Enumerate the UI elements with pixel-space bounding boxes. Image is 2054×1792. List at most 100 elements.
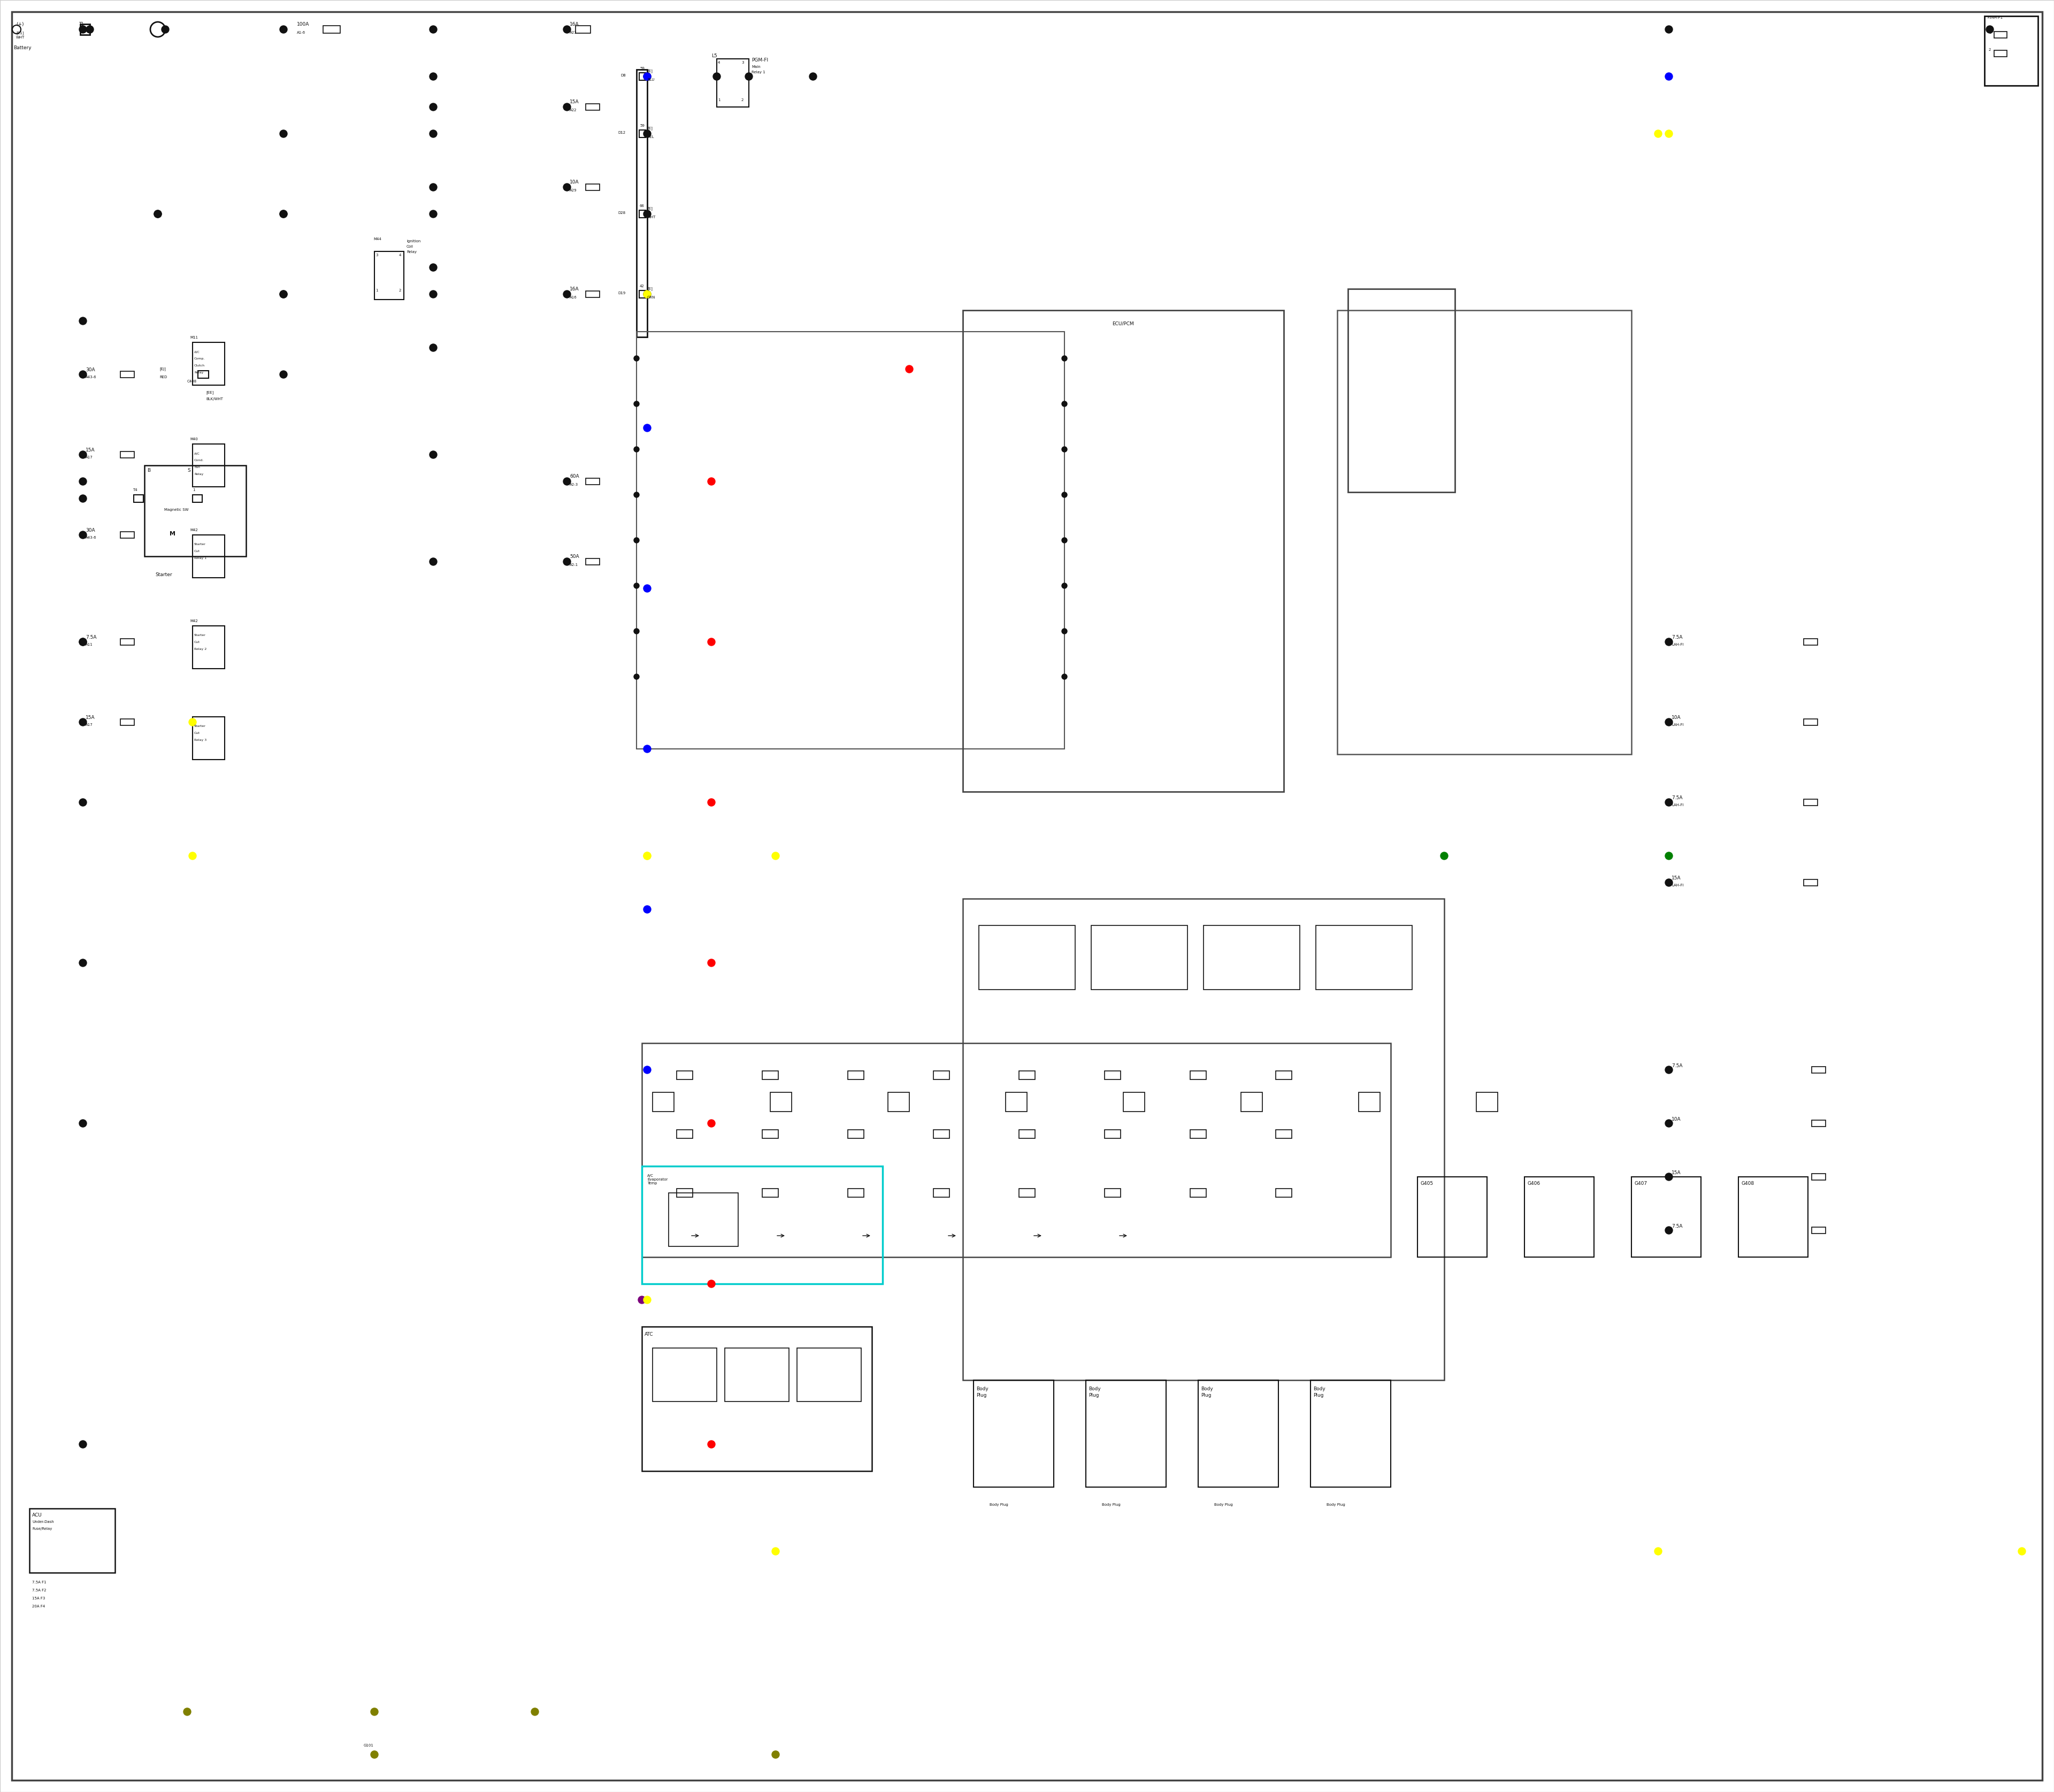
Circle shape: [429, 104, 438, 111]
Circle shape: [12, 25, 21, 34]
Text: BLK/WHT: BLK/WHT: [205, 398, 224, 401]
Circle shape: [154, 210, 162, 217]
Bar: [1347, 289, 1454, 493]
Text: Body Plug: Body Plug: [990, 1503, 1009, 1507]
Text: 10A: 10A: [569, 179, 579, 185]
Bar: [29, 1509, 115, 1573]
Text: A16: A16: [569, 296, 577, 299]
Bar: [762, 1188, 778, 1197]
Bar: [1087, 1380, 1167, 1487]
Circle shape: [906, 366, 914, 373]
Text: A2-3: A2-3: [569, 484, 579, 486]
Circle shape: [563, 478, 571, 486]
Bar: [933, 1129, 949, 1138]
Circle shape: [429, 210, 438, 217]
Text: F34H-F1: F34H-F1: [1986, 16, 2003, 20]
Circle shape: [635, 582, 639, 588]
Text: LAH-FI: LAH-FI: [1672, 643, 1684, 647]
Circle shape: [1440, 853, 1448, 860]
Text: B: B: [148, 468, 150, 473]
Text: T4: T4: [134, 489, 138, 491]
Text: [E]: [E]: [647, 287, 653, 290]
Circle shape: [80, 1441, 86, 1448]
Text: (+): (+): [16, 22, 25, 27]
Bar: [121, 452, 134, 459]
Bar: [80, 23, 90, 34]
Bar: [1803, 880, 1818, 885]
Bar: [193, 536, 224, 577]
Circle shape: [154, 210, 162, 217]
Text: Cut: Cut: [195, 731, 199, 735]
Circle shape: [809, 73, 817, 81]
Circle shape: [80, 452, 86, 459]
Circle shape: [279, 290, 288, 297]
Bar: [1276, 1188, 1292, 1197]
Circle shape: [709, 1279, 715, 1288]
Circle shape: [563, 104, 571, 111]
Circle shape: [429, 290, 438, 297]
Bar: [193, 342, 224, 385]
Bar: [637, 332, 1064, 749]
Text: 20A F4: 20A F4: [33, 1606, 45, 1607]
Circle shape: [1653, 1548, 1662, 1555]
Text: D12: D12: [618, 131, 626, 134]
Text: [E]: [E]: [647, 125, 653, 129]
Bar: [1738, 1177, 1808, 1256]
Text: 2: 2: [398, 289, 401, 292]
Circle shape: [1986, 25, 1994, 34]
Circle shape: [80, 530, 86, 539]
Bar: [585, 104, 600, 109]
Circle shape: [635, 493, 639, 498]
Bar: [134, 495, 144, 502]
Text: 7.5A: 7.5A: [86, 634, 97, 640]
Text: A29: A29: [569, 188, 577, 192]
Circle shape: [532, 1708, 538, 1715]
Bar: [1994, 32, 2007, 38]
Text: G406: G406: [1526, 1181, 1540, 1186]
Bar: [1337, 310, 1631, 754]
Bar: [193, 495, 201, 502]
Circle shape: [713, 73, 721, 81]
Text: Relay: Relay: [407, 251, 417, 253]
Text: M44: M44: [374, 238, 382, 240]
Bar: [585, 478, 600, 484]
Text: 100A: 100A: [298, 22, 310, 27]
Bar: [1812, 1120, 1826, 1127]
Text: A17: A17: [86, 455, 92, 459]
Text: A11: A11: [86, 643, 92, 647]
Bar: [1984, 16, 2038, 86]
Bar: [193, 625, 224, 668]
Circle shape: [1653, 131, 1662, 138]
Bar: [1105, 1072, 1121, 1079]
Bar: [144, 466, 246, 556]
Text: C408: C408: [187, 380, 197, 383]
Text: 4: 4: [398, 253, 401, 256]
Circle shape: [150, 22, 164, 38]
Circle shape: [709, 959, 715, 966]
Text: 10A: 10A: [1672, 1116, 1680, 1122]
Text: [EJ]: [EJ]: [160, 367, 166, 371]
Text: 1: 1: [1988, 30, 1990, 34]
Text: Starter: Starter: [195, 543, 205, 545]
Bar: [1105, 1188, 1121, 1197]
Circle shape: [1062, 538, 1068, 543]
Circle shape: [80, 25, 86, 34]
Circle shape: [158, 520, 189, 550]
Text: Main: Main: [752, 65, 760, 68]
Circle shape: [643, 853, 651, 860]
Text: Body: Body: [976, 1387, 988, 1391]
Bar: [641, 1043, 1391, 1256]
Text: [E1]: [E1]: [16, 30, 25, 34]
Text: T1: T1: [80, 22, 84, 27]
Text: 15A: 15A: [86, 715, 94, 720]
Circle shape: [635, 674, 639, 679]
Text: A/C: A/C: [195, 452, 199, 455]
Bar: [1019, 1188, 1035, 1197]
Text: GRN: GRN: [647, 296, 655, 299]
Circle shape: [279, 210, 288, 217]
Circle shape: [643, 210, 651, 217]
Bar: [1358, 1093, 1380, 1111]
Circle shape: [80, 495, 86, 502]
Text: 30A: 30A: [86, 367, 94, 373]
Text: YEL: YEL: [647, 136, 653, 138]
